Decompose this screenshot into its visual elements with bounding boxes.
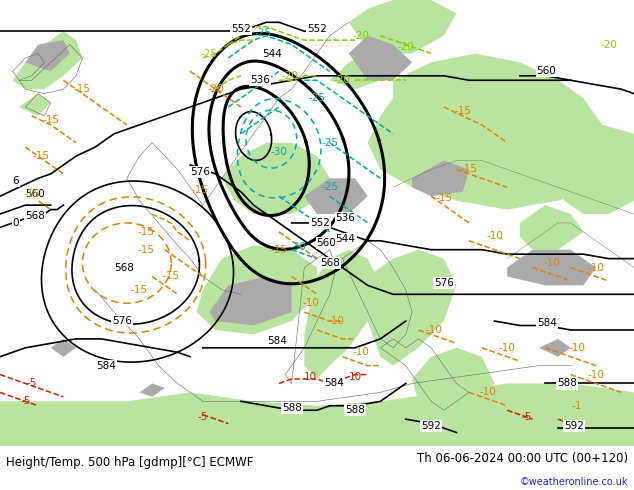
Text: 584: 584 [96, 361, 117, 370]
Polygon shape [0, 384, 634, 446]
Text: 588: 588 [557, 378, 578, 389]
Text: -20: -20 [353, 31, 370, 41]
Text: 576: 576 [190, 167, 210, 177]
Text: Height/Temp. 500 hPa [gdmp][°C] ECMWF: Height/Temp. 500 hPa [gdmp][°C] ECMWF [6, 456, 254, 469]
Text: -10: -10 [499, 343, 515, 353]
Polygon shape [349, 0, 456, 53]
Polygon shape [197, 245, 317, 334]
Polygon shape [304, 178, 368, 214]
Text: 568: 568 [25, 211, 45, 221]
Text: -15: -15 [191, 185, 208, 195]
Text: -15: -15 [42, 115, 59, 125]
Text: -25: -25 [321, 182, 338, 192]
Text: -15: -15 [436, 194, 452, 203]
Text: -15: -15 [163, 271, 179, 281]
Text: -15: -15 [131, 285, 148, 295]
Text: -10: -10 [486, 231, 503, 242]
Text: -10: -10 [588, 369, 604, 380]
Text: -10: -10 [588, 263, 604, 272]
Text: 592: 592 [421, 421, 441, 431]
Text: -15: -15 [74, 84, 91, 94]
Text: 552: 552 [310, 218, 330, 228]
Polygon shape [139, 384, 165, 397]
Text: 584: 584 [267, 336, 287, 346]
Polygon shape [19, 94, 51, 116]
Text: 568: 568 [320, 258, 340, 268]
Text: -30: -30 [290, 243, 306, 252]
Polygon shape [558, 161, 634, 214]
Text: 10: 10 [349, 372, 361, 382]
Text: 588: 588 [345, 405, 365, 415]
Text: -5: -5 [27, 378, 37, 389]
Polygon shape [539, 339, 571, 357]
Text: -15: -15 [455, 106, 471, 117]
Polygon shape [507, 250, 596, 285]
Text: 552: 552 [231, 24, 251, 34]
Text: 560: 560 [25, 190, 45, 199]
Text: -20: -20 [398, 42, 414, 52]
Polygon shape [304, 250, 380, 379]
Text: -15: -15 [33, 151, 49, 161]
Text: 592: 592 [564, 421, 584, 431]
Text: -25: -25 [309, 93, 325, 103]
Polygon shape [412, 161, 469, 196]
Text: -1: -1 [572, 401, 582, 411]
Text: Th 06-06-2024 00:00 UTC (00+120): Th 06-06-2024 00:00 UTC (00+120) [417, 452, 628, 465]
Text: -15: -15 [271, 245, 287, 255]
Text: ©weatheronline.co.uk: ©weatheronline.co.uk [519, 477, 628, 487]
Polygon shape [330, 53, 393, 89]
Text: 0: 0 [13, 218, 19, 228]
Polygon shape [349, 36, 412, 80]
Text: -10: -10 [480, 388, 496, 397]
Text: -10: -10 [569, 343, 585, 353]
Text: 576: 576 [434, 278, 454, 288]
Text: 544: 544 [262, 49, 283, 58]
Text: -10: -10 [302, 298, 319, 308]
Text: 10: 10 [304, 372, 317, 382]
Text: -15: -15 [23, 189, 40, 199]
Text: 552: 552 [307, 24, 327, 34]
Text: 536: 536 [250, 75, 270, 85]
Text: -15: -15 [138, 245, 154, 255]
Text: -25: -25 [321, 138, 338, 147]
Text: -25: -25 [201, 49, 217, 58]
Text: 568: 568 [114, 263, 134, 272]
Text: 584: 584 [537, 318, 557, 328]
Polygon shape [361, 250, 456, 366]
Text: -20: -20 [600, 40, 617, 49]
Text: -25: -25 [255, 28, 271, 38]
Text: -10: -10 [426, 325, 443, 335]
Text: -5: -5 [20, 396, 30, 406]
Text: -5: -5 [198, 412, 208, 422]
Text: -10: -10 [328, 316, 344, 326]
Polygon shape [368, 53, 634, 210]
Polygon shape [520, 205, 583, 250]
Text: -20: -20 [282, 71, 299, 81]
Text: -30: -30 [271, 147, 287, 157]
Text: -20: -20 [334, 75, 351, 85]
Text: 544: 544 [335, 234, 356, 244]
Polygon shape [51, 339, 76, 357]
Polygon shape [412, 348, 495, 410]
Polygon shape [222, 143, 330, 214]
Text: 6: 6 [13, 175, 19, 186]
Polygon shape [13, 31, 82, 89]
Text: -10: -10 [353, 347, 370, 357]
Text: 536: 536 [335, 214, 356, 223]
Text: 584: 584 [324, 378, 344, 389]
Text: 576: 576 [112, 316, 133, 326]
Text: -5: -5 [521, 412, 531, 422]
Text: -10: -10 [543, 258, 560, 268]
Text: -15: -15 [138, 227, 154, 237]
Text: -20: -20 [207, 84, 224, 94]
Text: 588: 588 [281, 403, 302, 413]
Polygon shape [25, 40, 70, 72]
Text: 560: 560 [536, 66, 557, 76]
Text: 560: 560 [316, 238, 337, 248]
Text: -15: -15 [461, 165, 477, 174]
Polygon shape [209, 276, 292, 325]
